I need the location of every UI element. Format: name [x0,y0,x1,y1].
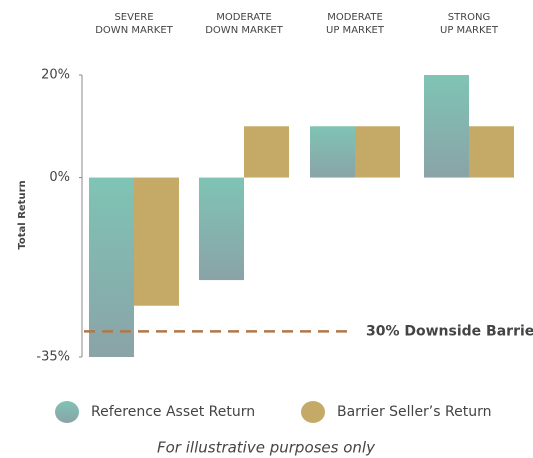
y-tick-label: -35% [36,350,70,365]
x-tick-label: DOWN MARKET [205,25,283,36]
x-tick-label: UP MARKET [326,25,385,36]
bar [89,177,134,357]
legend-swatch [55,401,79,423]
x-tick-label: MODERATE [327,12,383,23]
legend-swatch [301,401,325,423]
barrier-label: 30% Downside Barrier [366,323,533,339]
bar [469,126,514,178]
bar [355,126,400,178]
x-tick-label: MODERATE [216,12,272,23]
bar [244,126,289,178]
x-tick-label: STRONG [448,12,491,23]
bar [199,177,244,281]
y-axis-label: Total Return [17,180,28,249]
x-tick-label: DOWN MARKET [95,25,173,36]
x-tick-label: SEVERE [114,12,153,23]
bar [310,126,355,178]
legend-label: Barrier Seller’s Return [337,404,491,420]
legend-label: Reference Asset Return [91,404,255,420]
y-tick-label: 0% [49,170,70,185]
bar [134,177,179,306]
y-tick-label: 20% [41,68,70,83]
bar [424,75,469,178]
x-tick-label: UP MARKET [440,25,499,36]
note: For illustrative purposes only [157,439,376,457]
